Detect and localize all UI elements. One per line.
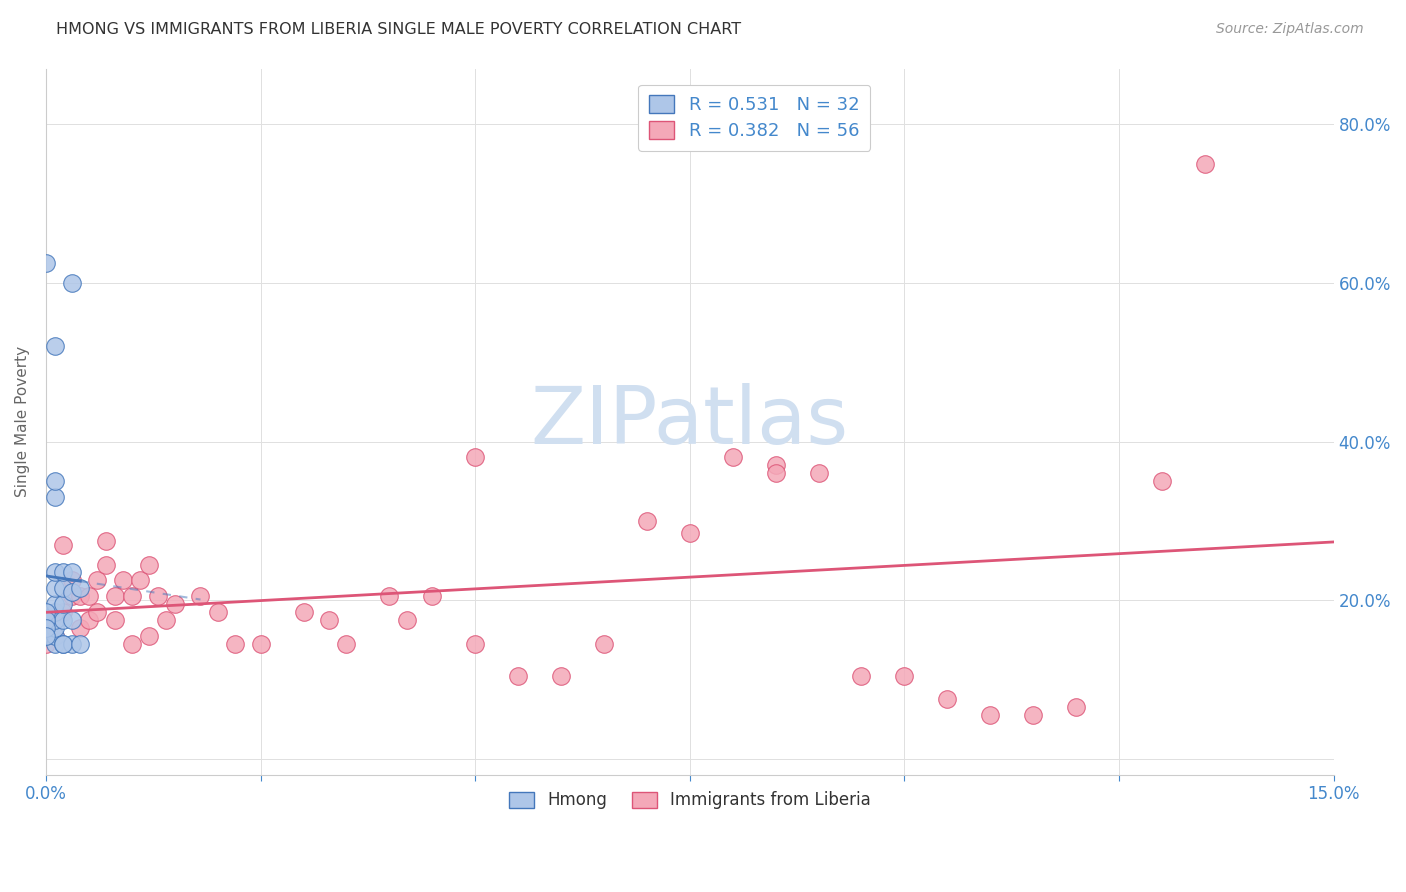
Point [207,605,229,619]
Point [1064,700,1087,714]
Point [86,574,108,588]
Point [464,450,486,465]
Point [936,692,959,706]
Point [52,538,75,552]
Point [292,605,315,619]
Point [104,613,127,627]
Point [52,637,75,651]
Point [335,637,357,651]
Point [765,467,787,481]
Point [44,621,66,635]
Point [52,566,75,580]
Point [35,637,58,651]
Point [138,629,160,643]
Point [60,574,83,588]
Point [44,613,66,627]
Point [550,668,572,682]
Point [35,629,58,643]
Point [60,276,83,290]
Text: ZIPatlas: ZIPatlas [530,383,849,460]
Point [721,450,744,465]
Point [121,589,143,603]
Point [60,585,83,599]
Point [508,668,530,682]
Point [464,637,486,651]
Point [1022,708,1045,723]
Point [121,637,143,651]
Point [52,605,75,619]
Point [60,613,83,627]
Point [52,597,75,611]
Text: Source: ZipAtlas.com: Source: ZipAtlas.com [1216,22,1364,37]
Point [249,637,271,651]
Point [1150,474,1173,488]
Point [765,458,787,473]
Point [35,629,58,643]
Point [44,637,66,651]
Point [35,621,58,635]
Point [44,629,66,643]
Point [35,621,58,635]
Point [378,589,401,603]
Point [851,668,873,682]
Point [163,597,186,611]
Point [69,621,91,635]
Point [593,637,616,651]
Point [35,605,58,619]
Point [44,339,66,353]
Point [807,467,830,481]
Point [52,613,75,627]
Point [112,574,135,588]
Point [224,637,246,651]
Point [979,708,1001,723]
Point [44,605,66,619]
Point [318,613,340,627]
Point [77,613,100,627]
Text: HMONG VS IMMIGRANTS FROM LIBERIA SINGLE MALE POVERTY CORRELATION CHART: HMONG VS IMMIGRANTS FROM LIBERIA SINGLE … [56,22,741,37]
Point [190,589,212,603]
Point [44,597,66,611]
Point [44,566,66,580]
Point [138,558,160,572]
Point [52,582,75,596]
Point [104,589,127,603]
Point [679,525,702,540]
Point [35,621,58,635]
Point [1194,157,1216,171]
Point [94,558,117,572]
Point [155,613,177,627]
Point [69,582,91,596]
Legend: Hmong, Immigrants from Liberia: Hmong, Immigrants from Liberia [502,785,877,816]
Y-axis label: Single Male Poverty: Single Male Poverty [15,346,30,497]
Point [146,589,169,603]
Point [420,589,443,603]
Point [129,574,152,588]
Point [44,613,66,627]
Point [35,613,58,627]
Point [52,637,75,651]
Point [44,490,66,504]
Point [44,474,66,488]
Point [60,637,83,651]
Point [60,566,83,580]
Point [86,605,108,619]
Point [35,613,58,627]
Point [35,256,58,270]
Point [69,637,91,651]
Point [636,514,658,528]
Point [60,589,83,603]
Point [44,629,66,643]
Point [69,589,91,603]
Point [94,533,117,548]
Point [77,589,100,603]
Point [395,613,418,627]
Point [44,582,66,596]
Point [893,668,915,682]
